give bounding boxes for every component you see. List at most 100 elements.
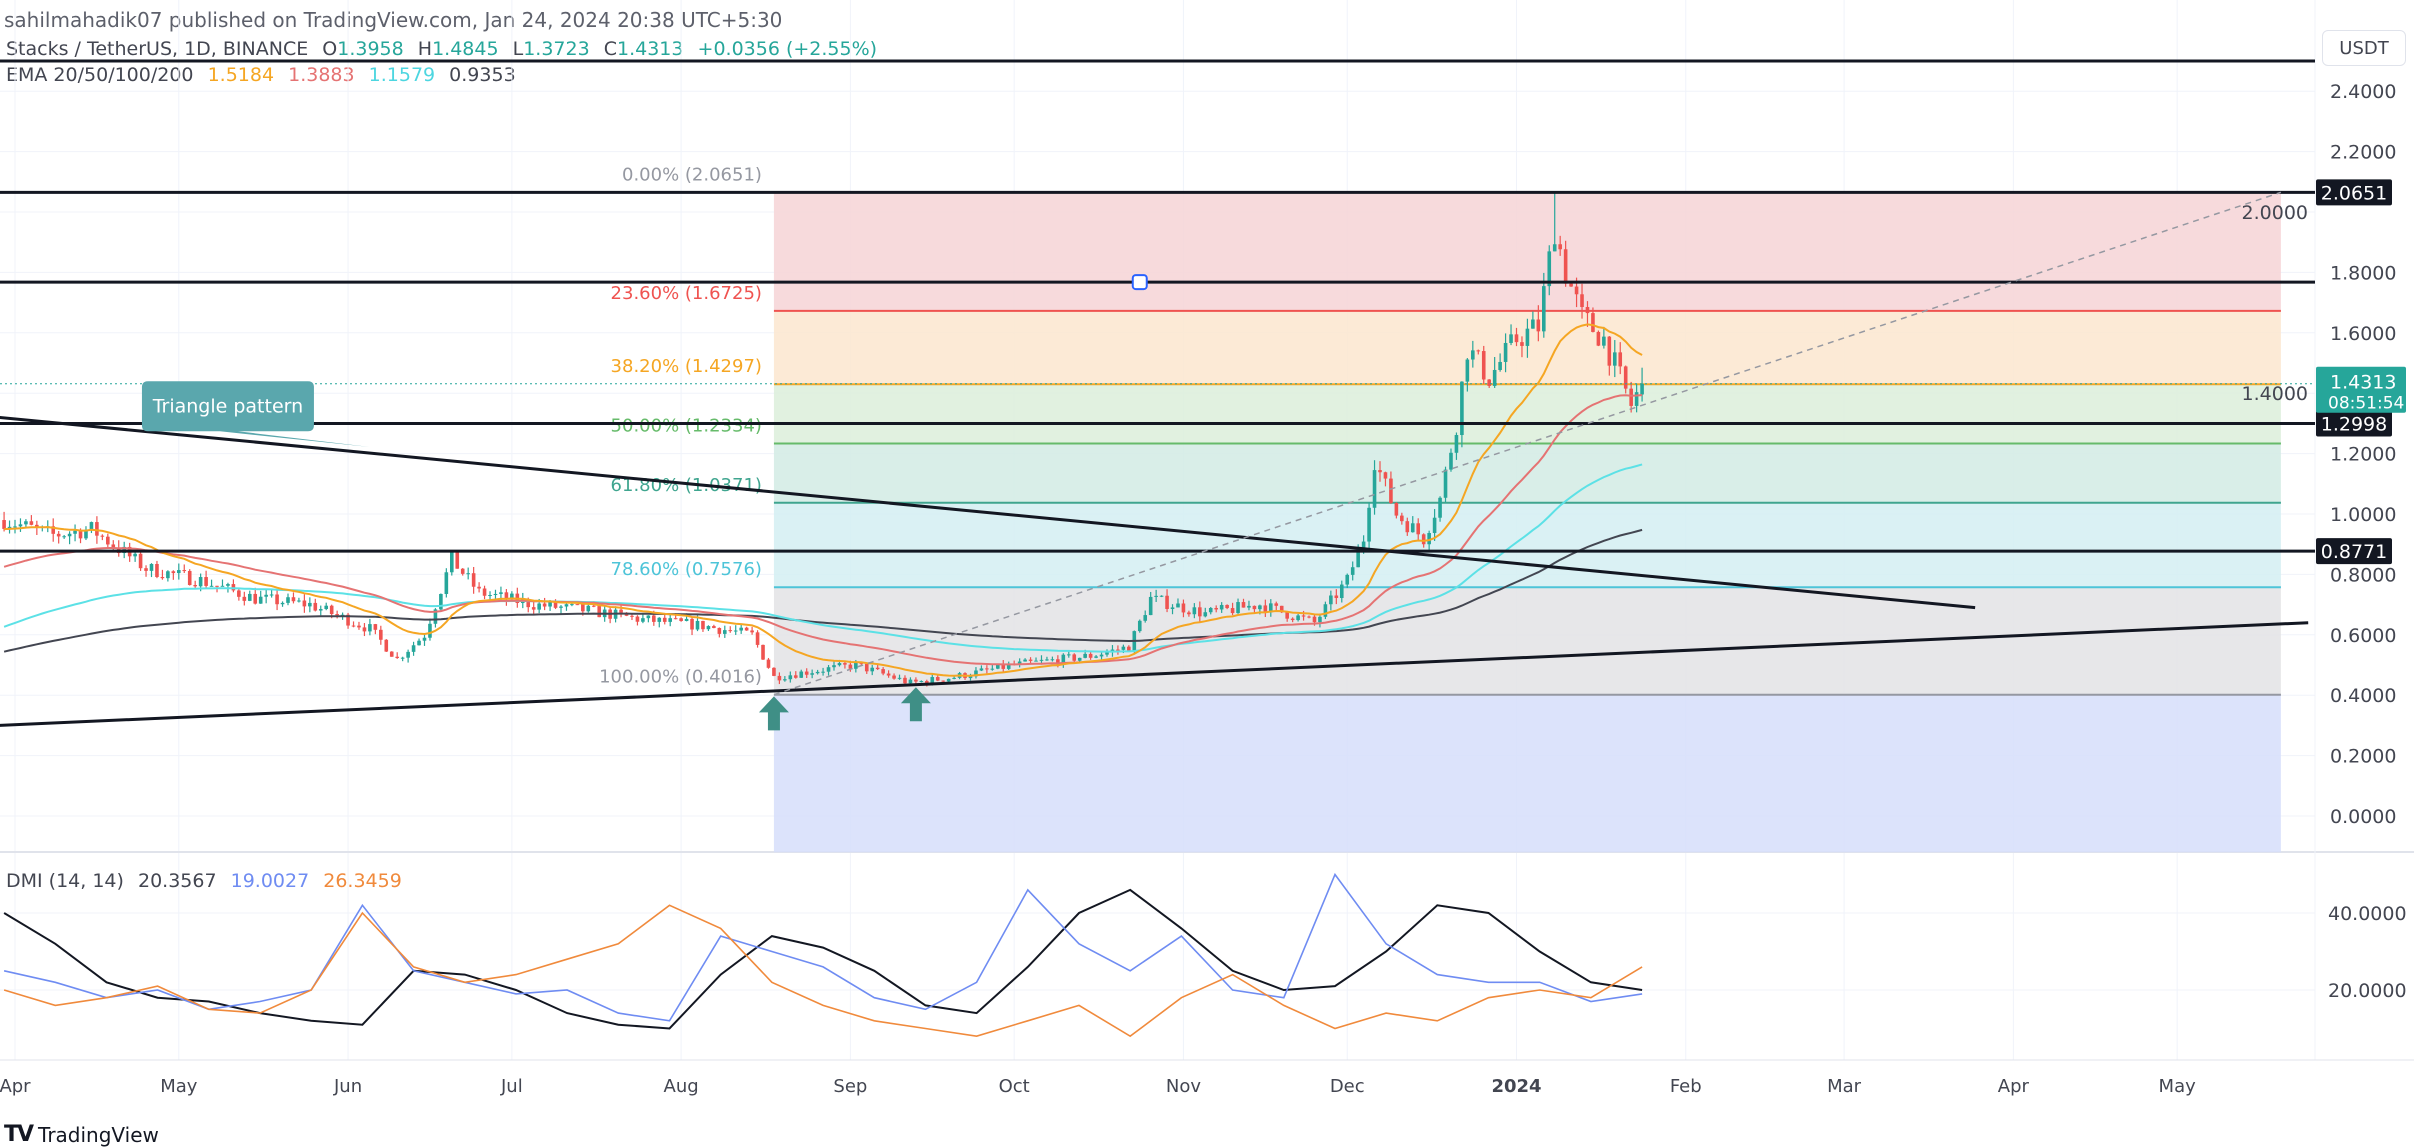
footer-brand[interactable]: TV TradingView [4,1122,159,1147]
candle [1230,602,1235,616]
candle-body [384,639,389,652]
time-axis[interactable]: Apr May Jun Jul Aug Sep Oct Nov Dec 2024 Feb Mar Apr… [0,1076,2196,1097]
candle-body [810,673,814,675]
candle [253,587,258,605]
candle [275,589,279,611]
ema100-line [3,463,1643,653]
ema-lines [3,323,1643,677]
symbol-legend: Stacks / TetherUS, 1D, BINANCE O1.3958 H… [6,38,885,60]
candle [1416,518,1421,540]
candle [1492,356,1497,388]
candle [460,568,465,576]
candle-body [1580,294,1584,308]
candle-body [1334,595,1339,599]
dmi-legend[interactable]: DMI (14, 14) 20.3567 19.0027 26.3459 [6,870,410,892]
brand-name: TradingView [38,1122,159,1147]
candle [1034,657,1038,662]
candle-body [1569,283,1573,287]
candle-body [357,625,361,628]
candle-body [78,530,83,539]
candle [750,626,754,635]
candle [1061,653,1066,668]
candle [1602,326,1606,349]
candle-body [1050,659,1055,661]
dmi-adx-line [3,888,1643,1030]
candle [450,551,454,576]
candle-body [1170,607,1175,609]
time-tick-label: Aug [664,1076,699,1097]
candle [149,563,154,578]
candle [1072,653,1077,663]
fib-level-label: 0.00% (2.0651) [622,164,762,185]
candle [1307,615,1311,619]
triangle-lower-line[interactable] [0,621,2309,727]
candle [870,664,875,676]
candle [1017,658,1022,668]
symbol-title[interactable]: Stacks / TetherUS, 1D, BINANCE [6,38,309,60]
price-axis[interactable]: 2.4000 2.2000 2.0000 1.8000 1.6000 1.4000 1.20… [2242,81,2407,1002]
candle-body [1503,342,1508,362]
candle-body [1176,603,1180,608]
triangle-upper-line[interactable] [0,415,1976,610]
level-price-label: 0.8771 [2316,538,2392,565]
high-value: 1.4845 [432,38,499,60]
fib-diagonal-line[interactable] [773,191,2282,696]
price-tick-label: 2.0000 [2242,202,2308,224]
candle-body [1329,595,1333,605]
price-tick-label: 0.0000 [2330,806,2396,828]
candle [1389,471,1393,504]
drawing-handle[interactable] [1131,274,1148,291]
candle [1214,605,1218,613]
ema20-line [4,323,1643,677]
candle [1405,517,1410,536]
candle [1181,599,1186,618]
candle-body [504,592,509,600]
candle [351,621,356,628]
candle-body [1438,497,1442,518]
dmi-tick-label: 20.0000 [2328,980,2407,1002]
candle-body [946,678,951,682]
trendlines[interactable] [0,191,2309,727]
dmi-minus-di-line [3,904,1643,1038]
candle-body [297,600,301,602]
dmi-plus-di-line [3,872,1643,1022]
candle [1580,283,1584,319]
candle-body [1416,523,1421,535]
candle [247,590,252,602]
price-chart[interactable]: 0.00% (2.0651) 23.60% (1.6725) 38.20% (1.4… [0,0,2414,1110]
triangle-pattern-callout[interactable]: Triangle pattern [141,381,370,447]
candle-body [690,618,694,630]
price-tick-label: 0.2000 [2330,746,2396,768]
candle-body [280,602,285,605]
fib-level-label: 50.00% (1.2334) [611,416,762,437]
candle-body [1640,383,1644,395]
ema100-value: 1.1579 [368,64,436,86]
candle-body [329,605,334,615]
candle-body [886,673,891,676]
candle [291,592,296,604]
candle-body [346,614,350,626]
candle [717,627,722,638]
candle [1334,589,1339,605]
candle [1558,235,1562,256]
candle [106,533,110,549]
candle [455,551,460,569]
time-tick-label: Mar [1827,1076,1862,1097]
candle-body [1514,334,1519,343]
candle-body [750,630,754,633]
candle [13,519,17,534]
horizontal-levels[interactable] [0,59,2315,553]
candle-body [537,603,541,610]
candle [280,601,285,607]
candle [406,649,410,663]
candle-body [1596,331,1601,346]
currency-button[interactable]: USDT [2322,30,2406,66]
candle [804,668,809,678]
candle-body [586,605,591,612]
ema-legend[interactable]: EMA 20/50/100/200 1.5184 1.3883 1.1579 0… [6,64,524,86]
candle-body [198,577,203,587]
candle-body [821,671,825,673]
close-value: 1.4313 [617,38,684,60]
candle [187,569,192,586]
candle [62,534,66,539]
